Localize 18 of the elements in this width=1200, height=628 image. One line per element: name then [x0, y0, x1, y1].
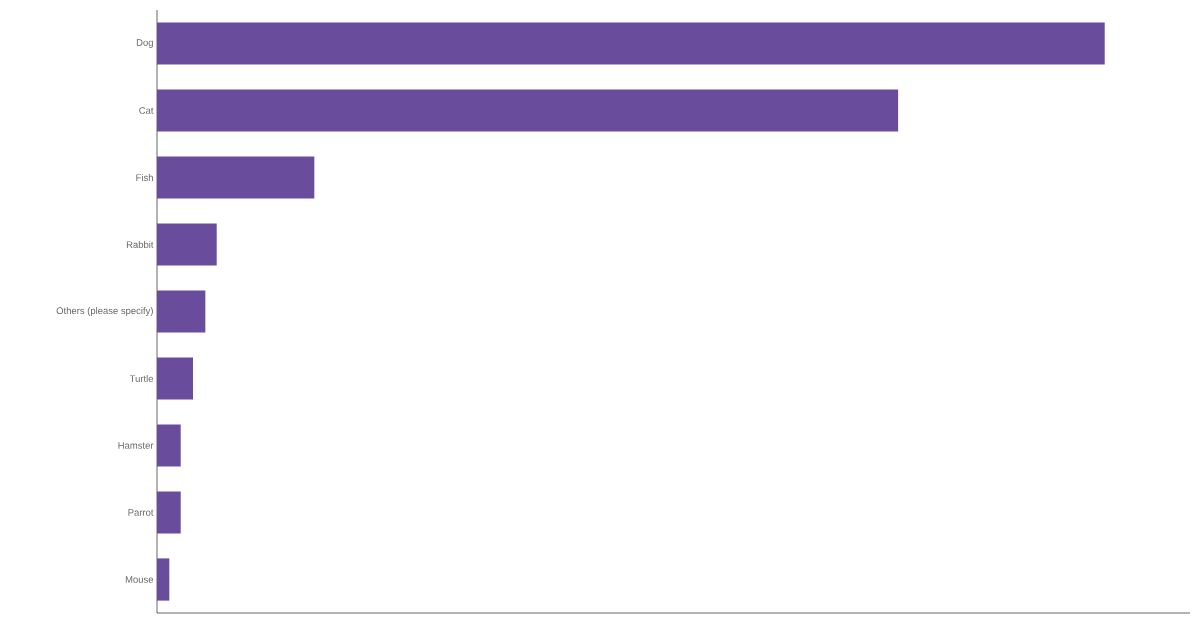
bar: [157, 22, 1105, 65]
y-tick-label: Turtle: [129, 375, 154, 382]
y-tick-label: Fish: [136, 174, 153, 181]
bar: [157, 156, 315, 199]
y-tick-label: Mouse: [125, 576, 154, 583]
bar: [157, 223, 217, 266]
bar: [157, 558, 170, 601]
y-tick-label: Others (please specify): [56, 307, 153, 316]
y-tick-label: Hamster: [118, 442, 154, 449]
bar: [157, 424, 181, 467]
bar: [157, 89, 899, 132]
bar: [157, 491, 181, 534]
y-tick-label: Cat: [139, 107, 154, 114]
y-tick-label: Rabbit: [126, 241, 154, 248]
bar: [157, 290, 206, 333]
y-tick-label: Dog: [136, 39, 153, 48]
y-tick-label: Parrot: [128, 509, 154, 516]
bar: [157, 357, 194, 400]
